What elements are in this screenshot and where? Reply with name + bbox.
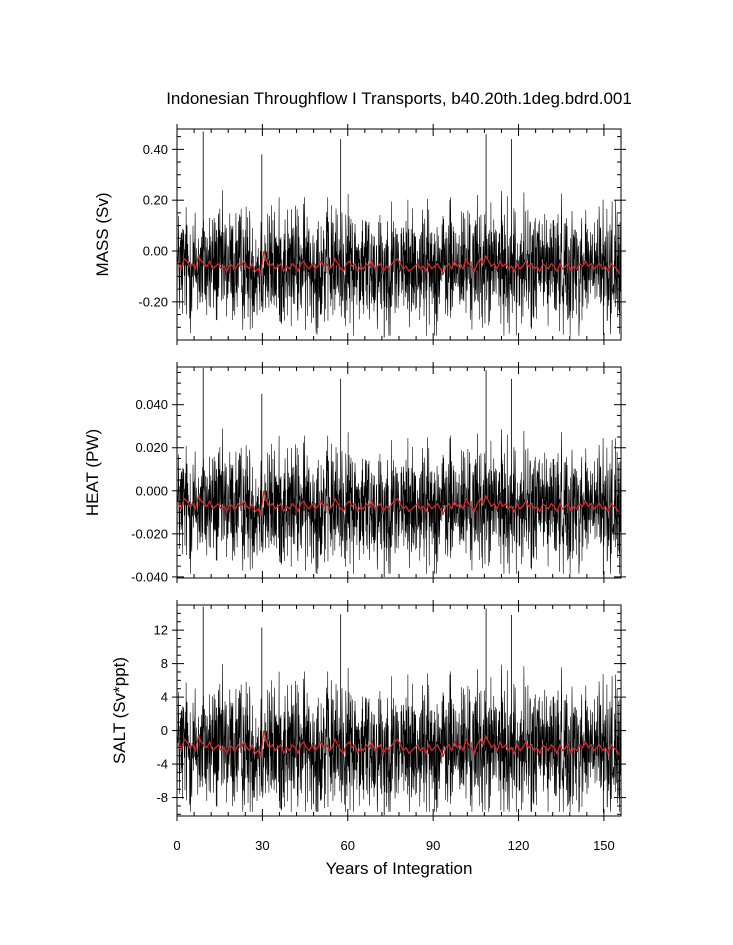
salt-y-tick-label: -8	[156, 790, 168, 805]
salt-series-group	[176, 606, 622, 816]
x-tick-label: 90	[426, 838, 440, 853]
salt-ticks: 12 8 4 0 -4 -8 0 30 60 90 120 150	[154, 600, 626, 853]
x-tick-label: 60	[341, 838, 355, 853]
mass-y-axis-label: MASS (Sv)	[93, 192, 112, 276]
x-tick-label: 0	[173, 838, 180, 853]
chart-title: Indonesian Throughflow I Transports, b40…	[166, 89, 632, 108]
heat-ticks: 0.040 0.020 0.000 -0.020 -0.040	[131, 362, 626, 584]
mass-y-tick-label: 0.20	[143, 193, 168, 208]
panel-heat: 0.040 0.020 0.000 -0.020 -0.040 HEAT (PW)	[83, 362, 626, 584]
heat-series-group	[176, 368, 622, 577]
salt-monthly-series-line	[176, 663, 622, 813]
mass-y-tick-label: -0.20	[138, 294, 168, 309]
heat-y-tick-label: 0.020	[135, 440, 168, 455]
x-tick-label: 150	[593, 838, 615, 853]
heat-y-axis-label: HEAT (PW)	[83, 429, 102, 516]
salt-y-tick-label: -4	[156, 757, 168, 772]
salt-annual-mean-line	[177, 730, 621, 759]
mass-annual-mean-line	[177, 250, 621, 276]
salt-y-tick-label: 4	[161, 690, 168, 705]
heat-y-tick-label: -0.020	[131, 526, 168, 541]
mass-monthly-series-line	[176, 190, 622, 336]
heat-y-tick-label: 0.000	[135, 483, 168, 498]
mass-y-tick-label: 0.40	[143, 142, 168, 157]
x-tick-label: 30	[255, 838, 269, 853]
salt-y-tick-label: 8	[161, 656, 168, 671]
salt-y-tick-label: 12	[154, 623, 168, 638]
x-tick-label: 120	[508, 838, 530, 853]
mass-y-tick-label: 0.00	[143, 244, 168, 259]
heat-y-tick-label: 0.040	[135, 397, 168, 412]
mass-ticks: 0.40 0.20 0.00 -0.20	[138, 124, 626, 345]
x-axis-label: Years of Integration	[326, 859, 473, 878]
salt-y-tick-label: 0	[161, 723, 168, 738]
panel-mass: 0.40 0.20 0.00 -0.20 MASS (Sv)	[93, 124, 626, 345]
heat-annual-mean-line	[177, 490, 621, 517]
heat-y-tick-label: -0.040	[131, 569, 168, 584]
salt-y-axis-label: SALT (Sv*ppt)	[110, 657, 129, 764]
heat-monthly-series-line	[176, 428, 622, 574]
panel-salt: 12 8 4 0 -4 -8 0 30 60 90 120 150 SALT (Sv*ppt) Yea…	[110, 600, 626, 878]
mass-series-group	[176, 131, 622, 338]
